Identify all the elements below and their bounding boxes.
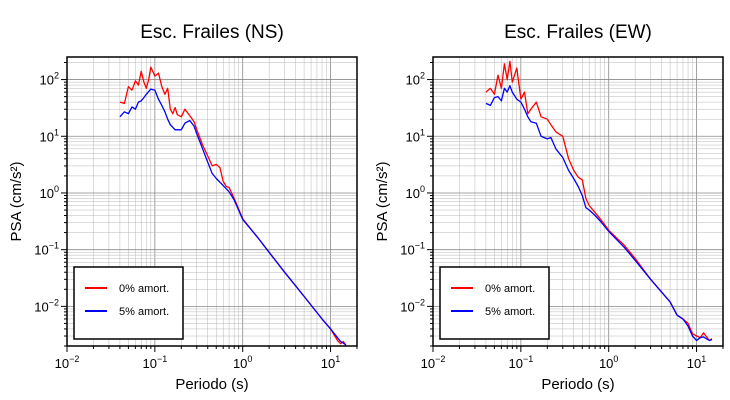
y-tick-label: 102 (406, 71, 425, 88)
y-axis-label: PSA (cm/s²) (374, 161, 391, 241)
y-tick-label: 10−2 (34, 297, 59, 314)
plot-frame (432, 56, 724, 347)
legend-entry: 0% amort. (485, 283, 535, 295)
x-tick-label: 10−2 (421, 354, 446, 371)
tick-marks (427, 61, 724, 352)
legend-entry: 5% amort. (119, 306, 169, 318)
y-tick-label: 102 (40, 71, 59, 88)
y-tick-label: 100 (40, 184, 59, 201)
y-axis-label: PSA (cm/s²) (8, 161, 25, 241)
legend-entry: 0% amort. (119, 283, 169, 295)
legend-entry: 5% amort. (485, 306, 535, 318)
y-tick-label: 10−1 (400, 241, 425, 258)
x-tick-label: 101 (321, 354, 340, 371)
y-tick-label: 101 (40, 127, 59, 144)
y-tick-label: 10−2 (400, 297, 425, 314)
x-tick-label: 10−1 (142, 354, 167, 371)
x-tick-label: 10−1 (508, 354, 533, 371)
x-axis-label: Periodo (s) (175, 376, 248, 393)
legend: 0% amort. 5% amort. (73, 266, 184, 340)
y-tick-label: 101 (406, 127, 425, 144)
plot-frame (66, 56, 358, 347)
y-tick-label: 100 (406, 184, 425, 201)
series-line-blue (119, 88, 347, 346)
chart-title: Esc. Frailes (NS) (140, 22, 284, 43)
chart-panel-2: 10−2 10−1 100 101 10−2 10−1 100 101 102 Esc. Frai… (374, 22, 724, 393)
y-tick-label: 10−1 (34, 241, 59, 258)
legend-box (73, 266, 184, 340)
chart-panel-1: 10−2 10−1 100 101 10−2 10−1 100 101 102 Esc. Frai… (8, 22, 358, 393)
x-tick-label: 10−2 (55, 354, 80, 371)
x-tick-label: 100 (599, 354, 618, 371)
legend-box (439, 266, 550, 340)
legend: 0% amort. 5% amort. (439, 266, 550, 340)
x-axis-label: Periodo (s) (541, 376, 614, 393)
chart-title: Esc. Frailes (EW) (504, 22, 652, 43)
x-tick-label: 101 (687, 354, 706, 371)
series-line-blue (485, 85, 713, 342)
x-tick-label: 100 (233, 354, 252, 371)
